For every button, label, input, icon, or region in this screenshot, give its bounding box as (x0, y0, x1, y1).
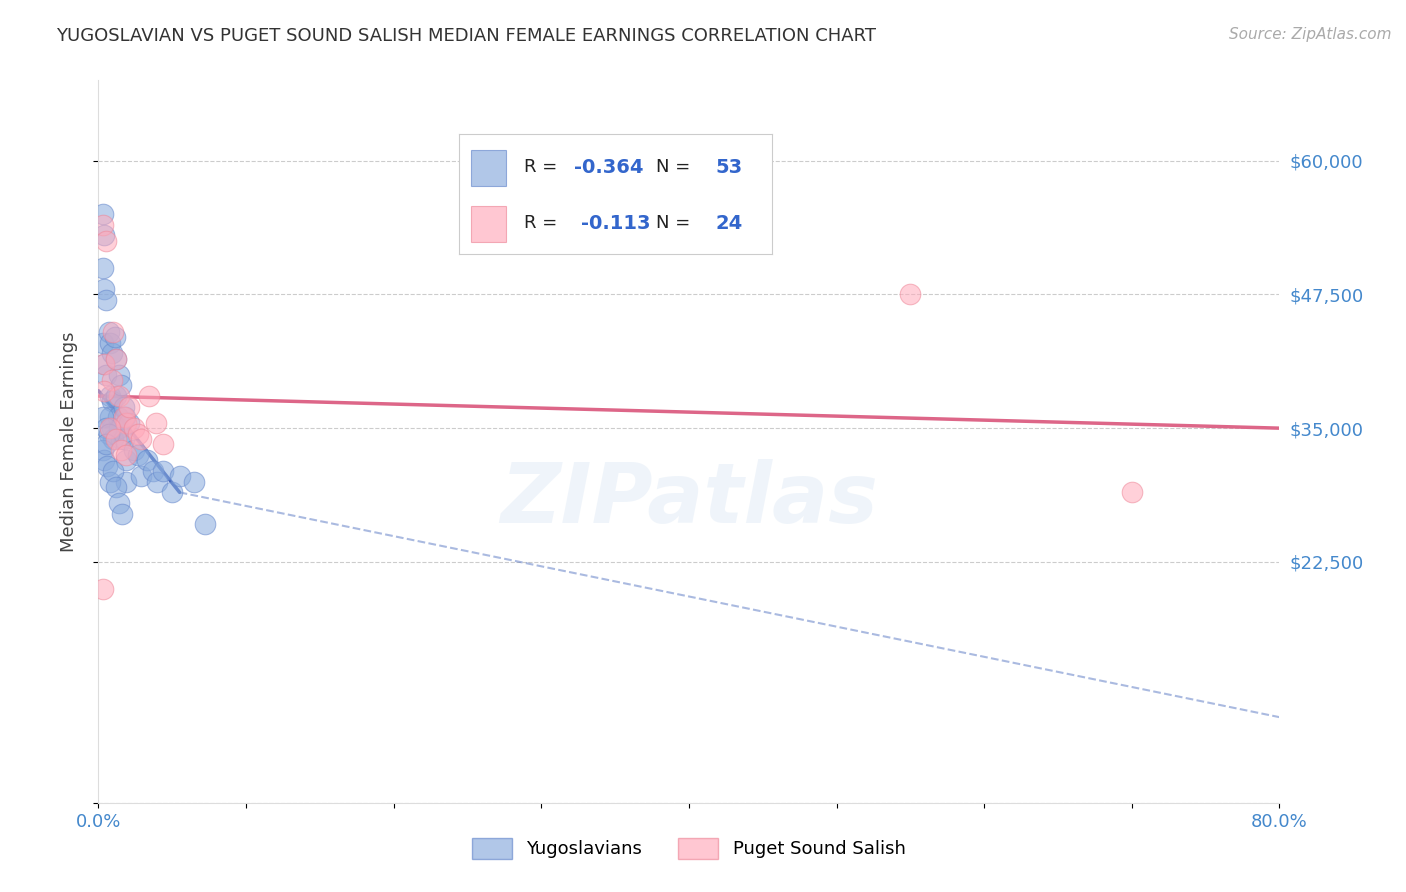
Text: ZIPatlas: ZIPatlas (501, 458, 877, 540)
Point (900, 287, 922, 301)
Point (97, 325, 120, 339)
Point (111, 507, 134, 521)
Point (114, 410, 136, 425)
Point (145, 416, 167, 430)
Text: Source: ZipAtlas.com: Source: ZipAtlas.com (1229, 27, 1392, 42)
Point (152, 437, 174, 451)
Point (98, 389, 121, 403)
Point (105, 351, 128, 366)
Point (127, 448, 149, 462)
Point (1121, 485, 1143, 500)
Point (112, 400, 135, 414)
Point (103, 432, 125, 446)
Point (103, 325, 125, 339)
Point (115, 475, 138, 489)
Point (142, 464, 165, 478)
Point (129, 432, 152, 446)
Point (162, 485, 183, 500)
Point (93, 453, 115, 467)
Point (91, 335, 114, 350)
Point (105, 480, 128, 494)
Point (118, 400, 141, 414)
Point (94, 368, 117, 382)
Point (96, 458, 118, 473)
Text: YUGOSLAVIAN VS PUGET SOUND SALISH MEDIAN FEMALE EARNINGS CORRELATION CHART: YUGOSLAVIAN VS PUGET SOUND SALISH MEDIAN… (56, 27, 876, 45)
Point (115, 453, 138, 467)
Point (91, 442, 114, 457)
Point (93, 228, 115, 243)
Point (129, 469, 152, 483)
Point (118, 416, 141, 430)
Point (100, 394, 122, 409)
Y-axis label: Median Female Earnings: Median Female Earnings (59, 331, 77, 552)
Point (112, 410, 135, 425)
Point (108, 421, 131, 435)
Point (98, 335, 121, 350)
Point (110, 442, 132, 457)
Point (93, 357, 115, 371)
Point (100, 421, 122, 435)
Point (105, 351, 128, 366)
Point (94, 437, 117, 451)
Point (94, 234, 117, 248)
Point (94, 293, 117, 307)
Point (152, 464, 174, 478)
Point (91, 218, 114, 232)
Point (93, 282, 115, 296)
Point (122, 421, 145, 435)
Point (112, 432, 135, 446)
Point (98, 421, 121, 435)
Point (91, 410, 114, 425)
Point (98, 410, 121, 425)
Point (194, 517, 217, 532)
Point (104, 330, 127, 344)
Point (183, 475, 205, 489)
Point (136, 453, 159, 467)
Point (100, 346, 122, 360)
Point (169, 469, 191, 483)
Point (98, 475, 121, 489)
Point (107, 410, 129, 425)
Point (122, 442, 145, 457)
Point (146, 475, 169, 489)
Point (138, 389, 160, 403)
Point (94, 421, 117, 435)
Point (103, 464, 125, 478)
Point (100, 373, 122, 387)
Point (108, 389, 131, 403)
Point (93, 384, 115, 398)
Point (115, 448, 138, 462)
Point (110, 432, 132, 446)
Legend: Yugoslavians, Puget Sound Salish: Yugoslavians, Puget Sound Salish (465, 830, 912, 866)
Point (91, 582, 114, 596)
Point (91, 207, 114, 221)
Point (93, 357, 115, 371)
Point (110, 378, 132, 392)
Point (91, 260, 114, 275)
Point (108, 496, 131, 510)
Point (127, 426, 149, 441)
Point (105, 389, 128, 403)
Point (105, 432, 128, 446)
Point (115, 416, 138, 430)
Point (108, 368, 131, 382)
Point (97, 426, 120, 441)
